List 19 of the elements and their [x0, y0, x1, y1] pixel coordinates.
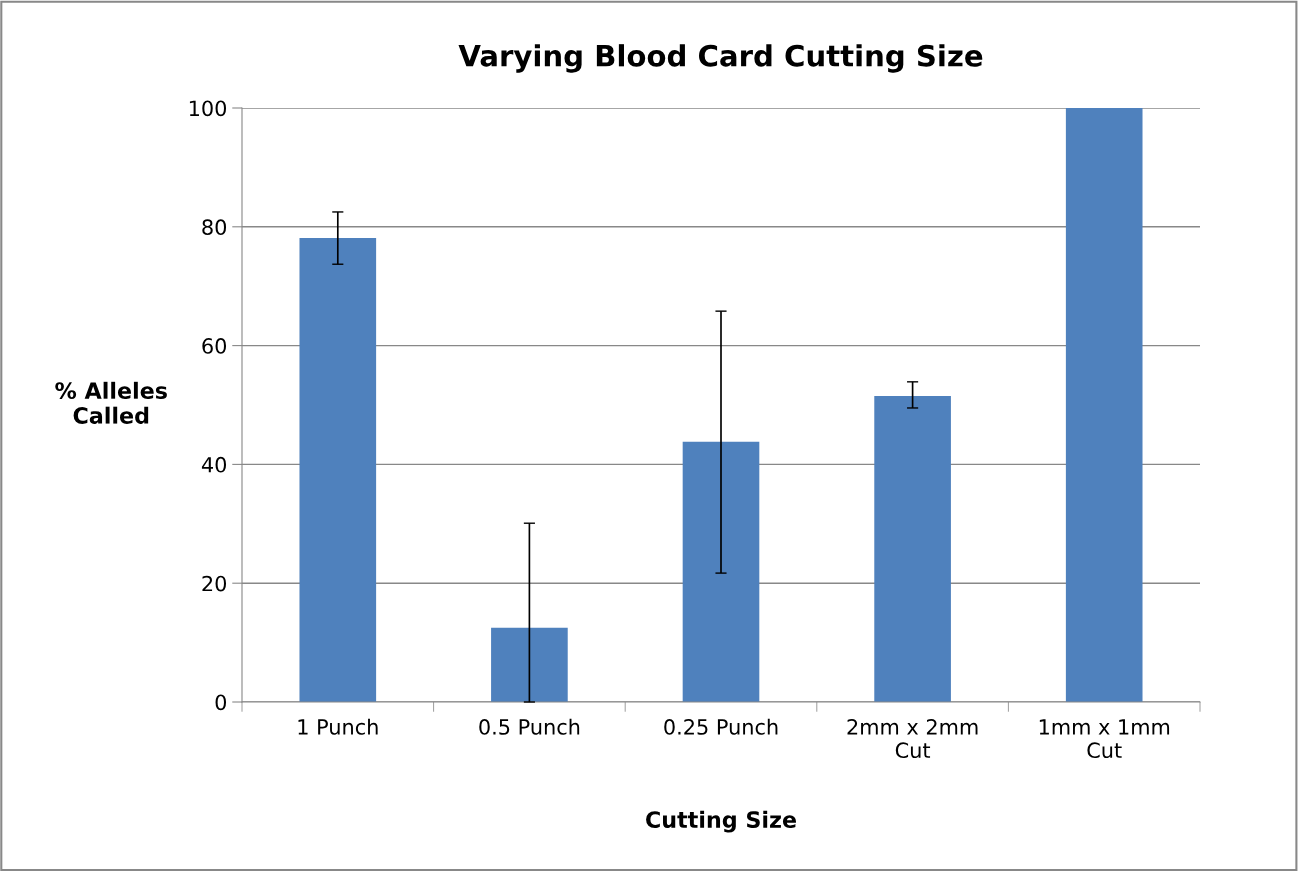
y-tick-label: 60 [202, 338, 227, 354]
bar [1065, 108, 1143, 702]
y-axis-title: % Alleles Called [55, 381, 167, 424]
bar [874, 396, 951, 702]
chart-title: Varying Blood Card Cutting Size [458, 44, 983, 73]
y-tick-label: 80 [202, 219, 227, 236]
x-tick-label: 0.5 Punch [479, 718, 580, 735]
bar [491, 627, 568, 702]
y-tick-label: 40 [201, 456, 227, 473]
x-tick-label: 1 Punch [298, 718, 378, 735]
x-tick-label: 1mm x 1mm Cut [1039, 719, 1170, 759]
y-tick-label: 0 [215, 694, 227, 711]
y-tick-label: 100 [189, 100, 227, 117]
y-tick-label: 20 [202, 575, 227, 592]
x-tick-label: 0.25 Punch [664, 718, 778, 735]
x-tick-label: 2mm x 2mm Cut [847, 719, 978, 759]
x-axis-title: Cutting Size [646, 810, 796, 833]
bar [299, 238, 377, 702]
bar [682, 441, 760, 702]
